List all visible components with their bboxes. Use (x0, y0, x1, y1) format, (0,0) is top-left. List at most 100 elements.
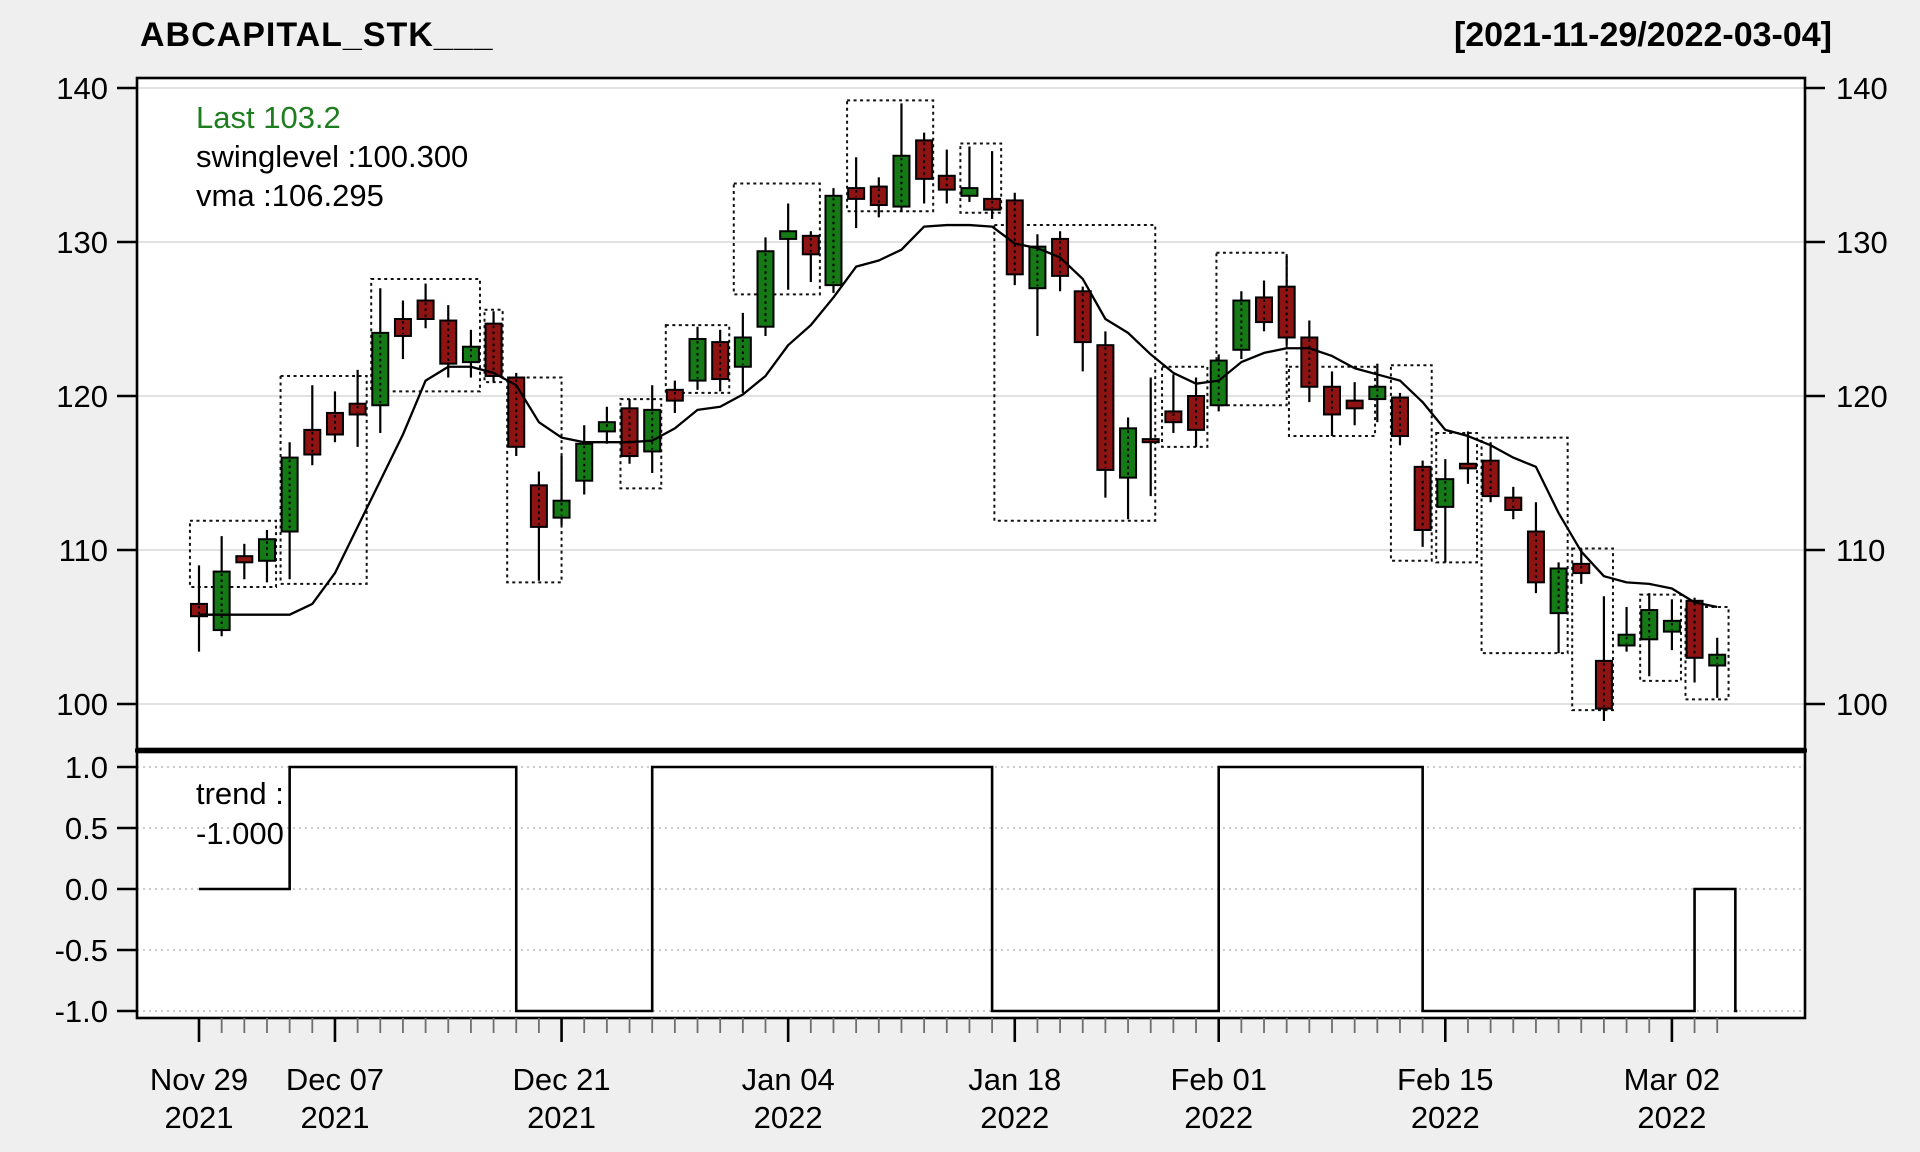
candle-body-down (1390, 396, 1409, 438)
trend-panel-bg (137, 752, 1805, 1018)
candle-body-down (847, 187, 866, 200)
swing-box (1480, 436, 1569, 655)
swing-box (846, 99, 935, 213)
price-tick-label-right: 110 (1836, 533, 1885, 568)
candle-body-up (756, 250, 775, 328)
trend-label: trend : (196, 776, 284, 811)
candle-body-up (257, 538, 276, 562)
candle-body-down (620, 407, 639, 458)
swing-box (188, 519, 278, 588)
price-tick-label-right: 130 (1836, 225, 1888, 260)
candle-body-down (937, 174, 956, 191)
x-axis-year-label: 2021 (165, 1100, 234, 1135)
candle-body-up (1708, 653, 1727, 667)
candle-body-down (1504, 496, 1523, 511)
candle-body-down (1187, 395, 1206, 431)
swing-box (1389, 364, 1433, 562)
x-axis-date-label: Mar 02 (1624, 1062, 1720, 1097)
candle-body-down (665, 388, 684, 402)
swing-box (732, 182, 821, 296)
trend-tick-label: 1.0 (65, 750, 108, 785)
candle-body-down (325, 411, 344, 436)
swing-box (1684, 605, 1730, 701)
trend-tick-label: 0.5 (65, 811, 108, 846)
candle-body-down (1413, 465, 1432, 531)
date-range-label: [2021-11-29/2022-03-04] (1453, 16, 1832, 54)
candle-body-down (1481, 459, 1500, 498)
candle-body-down (983, 197, 1002, 211)
candle-body-up (960, 187, 979, 197)
swing-box (664, 324, 731, 394)
swing-box (959, 142, 1003, 214)
candle-body-up (1617, 633, 1636, 647)
x-axis-date-label: Dec 21 (512, 1062, 610, 1097)
swing-box (1639, 593, 1682, 682)
x-axis-date-label: Jan 04 (742, 1062, 835, 1097)
trend-tick-label: -0.5 (55, 933, 108, 968)
candle-body-down (1073, 290, 1092, 344)
x-axis-year-label: 2021 (527, 1100, 596, 1135)
price-tick-label-left: 100 (56, 687, 108, 722)
x-axis-year-label: 2021 (300, 1100, 369, 1135)
candle-body-down (1277, 285, 1296, 339)
x-axis-year-label: 2022 (1637, 1100, 1706, 1135)
x-axis-date-label: Feb 01 (1170, 1062, 1267, 1097)
swing-box (1161, 365, 1209, 448)
candle-body-up (779, 230, 798, 240)
vma-line (199, 223, 1718, 616)
price-tick-label-right: 120 (1836, 379, 1888, 414)
candle-body-up (371, 331, 390, 407)
candle-body-up (1119, 427, 1138, 479)
trend-tick-label: -1.0 (55, 994, 108, 1029)
legend-last-value: Last 103.2 (196, 100, 341, 135)
candle-body-up (575, 442, 594, 482)
legend-swinglevel-value: swinglevel :100.300 (196, 139, 469, 174)
candle-body-up (1662, 619, 1681, 633)
x-axis-date-label: Jan 18 (968, 1062, 1061, 1097)
price-tick-label-right: 100 (1836, 687, 1888, 722)
x-axis-date-label: Dec 07 (286, 1062, 384, 1097)
candle-body-down (1141, 438, 1160, 444)
candle-body-up (1436, 478, 1455, 508)
candle-body-down (507, 376, 526, 448)
candle-body-down (915, 139, 934, 180)
candle-body-down (711, 341, 730, 381)
candle-body-down (1594, 659, 1613, 710)
candle-body-down (190, 602, 208, 618)
swing-box (993, 224, 1157, 522)
candle-body-up (280, 456, 299, 533)
candle-body-down (348, 402, 367, 416)
page-title: ABCAPITAL_STK___ (140, 16, 494, 54)
x-axis-date-label: Nov 29 (150, 1062, 248, 1097)
candle-body-down (1164, 410, 1183, 424)
swing-box (1571, 547, 1614, 712)
x-axis-date-label: Feb 15 (1397, 1062, 1494, 1097)
candle-body-down (1323, 385, 1341, 416)
swing-box (619, 398, 663, 490)
candle-body-down (1526, 530, 1545, 584)
candle-body-down (235, 555, 254, 564)
candle-body-up (1232, 299, 1251, 351)
legend-vma-value: vma :106.295 (196, 178, 384, 213)
candle-body-up (597, 421, 616, 433)
trend-legend: trend : -1.000 (196, 774, 284, 854)
trend-tick-label: 0.0 (65, 872, 108, 907)
candle-body-down (1458, 462, 1477, 470)
candle-body-down (303, 428, 322, 456)
candle-body-up (461, 345, 480, 364)
swing-box (279, 374, 368, 585)
x-axis-year-label: 2022 (754, 1100, 823, 1135)
chart-legend: Last 103.2 swinglevel :100.300 vma :106.… (196, 98, 468, 215)
candle-body-up (1368, 385, 1387, 401)
price-tick-label-left: 140 (56, 71, 108, 106)
trend-step-line (199, 765, 1738, 1013)
x-axis-year-label: 2022 (980, 1100, 1049, 1135)
swing-box (370, 277, 481, 393)
trend-last-value: -1.000 (196, 816, 284, 851)
candle-body-down (1300, 336, 1319, 388)
x-axis-year-label: 2022 (1411, 1100, 1480, 1135)
price-tick-label-left: 130 (56, 225, 108, 260)
swing-box (1215, 251, 1288, 407)
